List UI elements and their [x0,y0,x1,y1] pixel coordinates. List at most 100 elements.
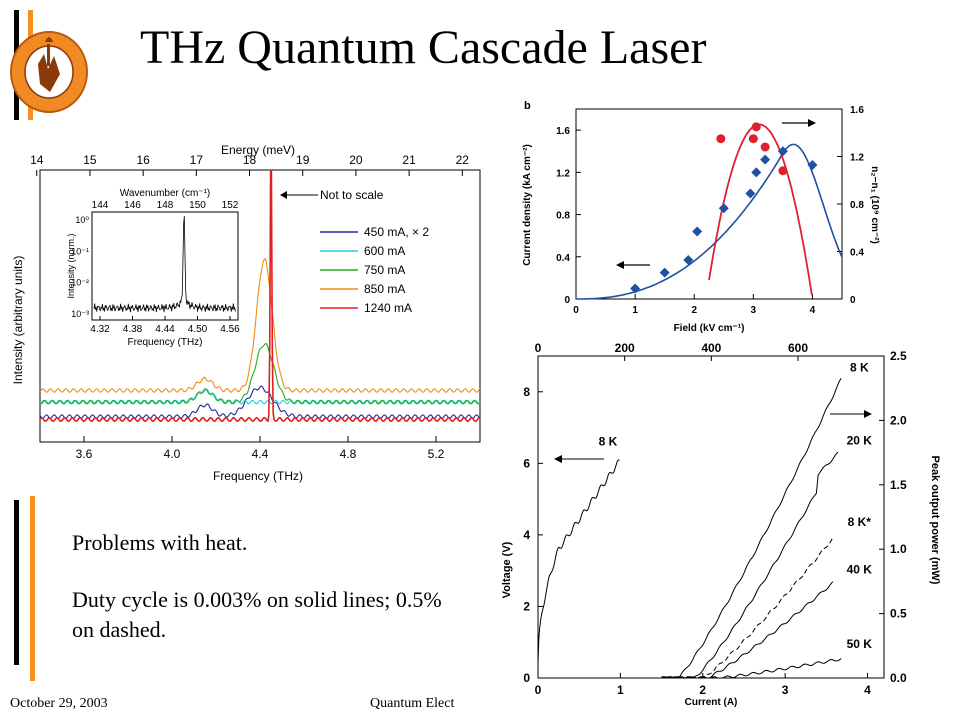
spectrum-top-tick-label: 14 [30,153,44,167]
voltage-curve-8K [537,459,620,664]
spectrum-top-axis-label: Energy (meV) [221,143,295,157]
population-fit-curve [708,123,813,296]
spectrum-legend-label: 850 mA [364,282,405,296]
power-y2-tick-label: 1.0 [890,542,907,556]
field-y-tick-label: 0.4 [556,253,570,264]
power-y2-tick-label: 0.5 [890,607,907,621]
power-curve-label: 20 K [847,434,873,448]
spectrum-top-tick-label: 20 [349,153,363,167]
voltage-y-tick-label: 8 [523,385,530,399]
inset-y-tick-label: 10⁻³ [71,309,89,319]
field-y2-tick-label: 1.6 [850,105,864,116]
spectrum-inset: Wavenumber (cm⁻¹) Frequency (THz) Intens… [66,188,240,348]
voltage-x-tick-label: 1 [617,683,624,697]
inset-top-tick-label: 144 [92,200,109,211]
current-density-fit-curve [576,143,843,300]
spectrum-top-tick-label: 17 [190,153,204,167]
current-density-point [630,283,641,294]
spectrum-top-tick-label: 19 [296,153,310,167]
spectrum-legend-label: 600 mA [364,244,405,258]
voltage-arrowhead [554,455,562,463]
field-plot-frame [575,108,843,300]
field-x-tick-label: 4 [810,305,816,316]
spectrum-y-axis-label: Intensity (arbitrary units) [11,256,25,385]
field-y-tick-label: 1.6 [556,126,570,137]
field-y2-tick-label: 0.8 [850,200,864,211]
spectrum-chart: Energy (meV) Frequency (THz) Intensity (… [11,143,481,483]
voltage-power-chart: Current (A) Voltage (V) Peak output powe… [501,341,941,708]
inset-x-tick-label: 4.50 [188,324,208,335]
population-point [760,142,770,152]
current-density-point [745,188,756,199]
current-density-point [777,146,788,157]
field-y2-tick-label: 0.4 [850,248,864,259]
field-x-tick-label: 2 [691,305,697,316]
field-x-axis-label: Field (kV cm⁻¹) [674,323,745,334]
current-density-point [807,159,818,170]
voltage-y-tick-label: 0 [523,671,530,685]
power-y2-tick-label: 0.0 [890,671,907,685]
spectrum-top-tick-label: 22 [456,153,470,167]
population-point [751,122,761,132]
voltage-top-tick-label: 0 [535,341,542,355]
voltage-x-axis-label: Current (A) [685,697,738,708]
current-density-point [692,226,703,237]
voltage-top-tick-label: 400 [701,341,721,355]
inset-spectrum-line [93,215,236,313]
field-y2-tick-label: 0 [850,295,856,306]
power-y2-tick-label: 2.0 [890,413,907,427]
spectrum-top-tick-label: 18 [243,153,257,167]
power-arrowhead [864,410,872,418]
spectrum-top-tick-label: 16 [136,153,150,167]
footer-course-title: Quantum Elect [370,696,455,711]
spectrum-series-line [39,342,481,405]
inset-frame [91,211,239,321]
population-point [748,134,758,144]
population-point [716,134,726,144]
current-density-point [683,254,694,265]
field-panel-label: b [524,100,531,112]
current-density-point [718,203,729,214]
spectrum-x-axis-label: Frequency (THz) [213,469,303,483]
current-density-point [751,167,762,178]
inset-x-tick-label: 4.32 [90,324,110,335]
power-y2-tick-label: 2.5 [890,349,907,363]
voltage-x-tick-label: 0 [535,683,542,697]
spectrum-legend-label: 450 mA, × 2 [364,225,429,239]
power-curve [661,658,842,679]
spectrum-x-tick-label: 3.6 [76,447,93,461]
power-curve [661,537,834,679]
spectrum-series-line [39,258,481,393]
current-density-point [659,267,670,278]
inset-top-axis-label: Wavenumber (cm⁻¹) [120,188,210,199]
caption-heat-problems: Problems with heat. [72,530,248,555]
field-y-tick-label: 0 [564,295,570,306]
spectrum-x-tick-label: 5.2 [428,447,445,461]
population-point [778,166,788,176]
voltage-x-tick-label: 2 [699,683,706,697]
spectrum-x-tick-label: 4.8 [340,447,357,461]
spectrum-x-tick-label: 4.4 [252,447,269,461]
right-arrowhead [808,119,816,127]
voltage-x-tick-label: 3 [782,683,789,697]
voltage-curve-label: 8 K [599,434,618,448]
field-x-tick-label: 1 [632,305,638,316]
spectrum-top-tick-label: 21 [402,153,416,167]
inset-y-tick-label: 10⁻¹ [71,246,89,256]
orange-vertical-bar-bottom [30,496,35,681]
inset-top-tick-label: 152 [222,200,239,211]
black-vertical-bar-bottom [14,500,19,665]
spectrum-top-tick-label: 15 [83,153,97,167]
not-to-scale-arrowhead [280,191,287,199]
power-y2-tick-label: 1.5 [890,478,907,492]
field-y-tick-label: 0.8 [556,211,570,222]
voltage-y-axis-label: Voltage (V) [501,541,513,598]
voltage-y-tick-label: 4 [523,528,530,542]
field-y-axis-label: Current density (kA cm⁻²) [522,144,533,266]
field-x-tick-label: 3 [751,305,757,316]
inset-x-axis-label: Frequency (THz) [127,337,202,348]
voltage-y-tick-label: 2 [523,599,530,613]
voltage-top-tick-label: 200 [615,341,635,355]
spectrum-legend-label: 750 mA [364,263,405,277]
slide-title: THz Quantum Cascade Laser [140,21,707,74]
